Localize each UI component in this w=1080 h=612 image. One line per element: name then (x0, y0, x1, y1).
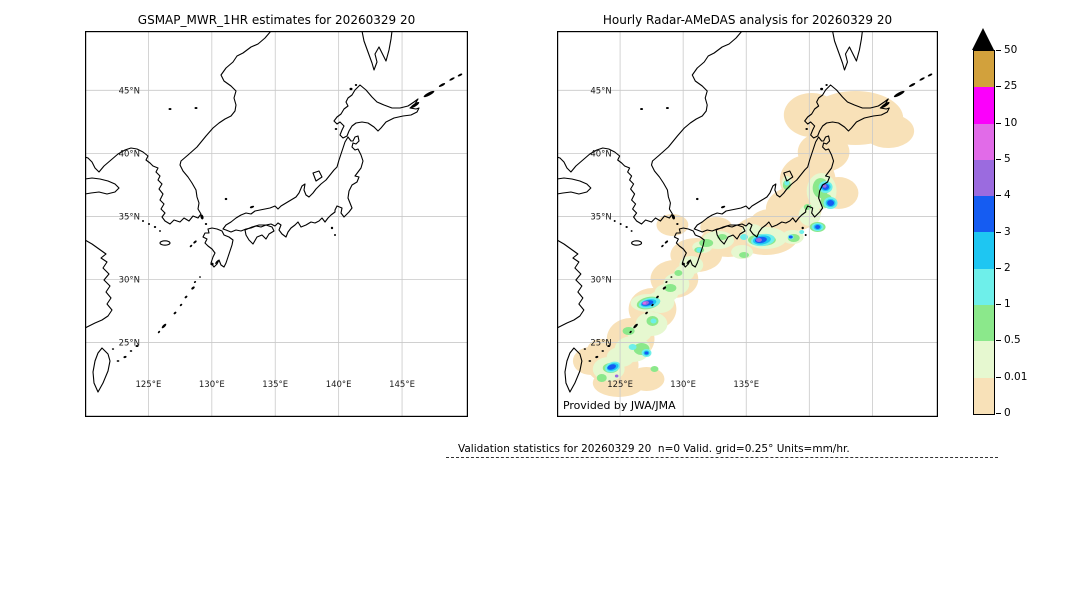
right-panel-title: Hourly Radar-AMeDAS analysis for 2026032… (602, 13, 893, 27)
colorbar-segment (974, 268, 994, 306)
svg-text:30°N: 30°N (119, 276, 140, 286)
svg-text:125°E: 125°E (135, 380, 161, 390)
colorbar-segment (974, 123, 994, 160)
colorbar-segment (974, 341, 994, 378)
svg-text:40°N: 40°N (119, 149, 140, 159)
svg-text:135°E: 135°E (733, 379, 759, 389)
validation-statistics-text: Validation statistics for 20260329 20 n=… (458, 443, 850, 455)
colorbar-tick (996, 413, 1001, 414)
svg-text:140°E: 140°E (326, 380, 352, 390)
colorbar-tick (996, 158, 1001, 160)
colorbar-tick-label: 25 (1004, 80, 1018, 93)
svg-text:135°E: 135°E (262, 380, 288, 390)
radar-amedas-map-panel: 45°N 40°N 35°N 30°N 25°N 125°E 130°E 135°E Prov… (557, 31, 938, 417)
colorbar-scale (973, 50, 995, 415)
svg-text:30°N: 30°N (590, 274, 611, 284)
axis-tick-labels: 45°N 40°N 35°N 30°N 25°N 125°E 130°E 135°E 140°E… (119, 86, 415, 390)
colorbar-tick-label: 0 (1004, 407, 1011, 419)
svg-text:130°E: 130°E (670, 379, 696, 389)
colorbar-tick-label: 0.01 (1004, 370, 1028, 383)
footer-divider (446, 457, 998, 458)
colorbar-segment (974, 305, 994, 342)
precipitation-shading (572, 91, 915, 397)
gridlines (557, 31, 938, 417)
colorbar-tick-label: 50 (1004, 44, 1018, 56)
panel-border (85, 31, 468, 417)
colorbar-segment (974, 51, 994, 88)
svg-text:130°E: 130°E (199, 380, 225, 390)
colorbar-tick (996, 376, 1001, 378)
gsmap-map-panel: 45°N 40°N 35°N 30°N 25°N 125°E 130°E 135°E 140°E… (85, 31, 468, 417)
colorbar-segment (974, 87, 994, 124)
colorbar-tick (996, 267, 1001, 269)
colorbar-tick (996, 340, 1001, 342)
colorbar-segment (974, 232, 994, 269)
colorbar-tick-label: 5 (1004, 152, 1011, 165)
colorbar-tick (996, 86, 1001, 88)
svg-text:40°N: 40°N (590, 148, 611, 158)
colorbar-tick (996, 50, 1001, 51)
colorbar-segment (974, 196, 994, 233)
gridlines (85, 31, 468, 417)
colorbar-overflow-triangle (972, 28, 994, 50)
colorbar-segment (974, 159, 994, 197)
colorbar-tick (996, 304, 1001, 306)
colorbar-tick-label: 1 (1004, 298, 1011, 311)
colorbar-tick-label: 4 (1004, 189, 1011, 202)
credit-text: Provided by JWA/JMA (563, 399, 676, 412)
left-panel-title: GSMAP_MWR_1HR estimates for 20260329 20 (137, 13, 416, 27)
panel-border (557, 31, 938, 417)
svg-text:125°E: 125°E (607, 379, 633, 389)
colorbar-segment (974, 377, 994, 414)
colorbar-tick-label: 0.5 (1004, 334, 1021, 347)
svg-text:45°N: 45°N (119, 86, 140, 96)
svg-text:45°N: 45°N (590, 85, 611, 95)
svg-text:25°N: 25°N (590, 338, 611, 348)
colorbar-tick (996, 195, 1001, 197)
colorbar-tick-label: 10 (1004, 116, 1018, 129)
colorbar-tick-label: 3 (1004, 225, 1011, 238)
svg-text:25°N: 25°N (119, 339, 140, 349)
axis-tick-labels: 45°N 40°N 35°N 30°N 25°N 125°E 130°E 135°E (590, 85, 759, 389)
svg-text:35°N: 35°N (590, 211, 611, 221)
colorbar-tick (996, 231, 1001, 233)
colorbar-tick (996, 122, 1001, 124)
colorbar-tick-label: 2 (1004, 261, 1011, 274)
svg-text:145°E: 145°E (389, 380, 415, 390)
svg-text:35°N: 35°N (119, 212, 140, 222)
